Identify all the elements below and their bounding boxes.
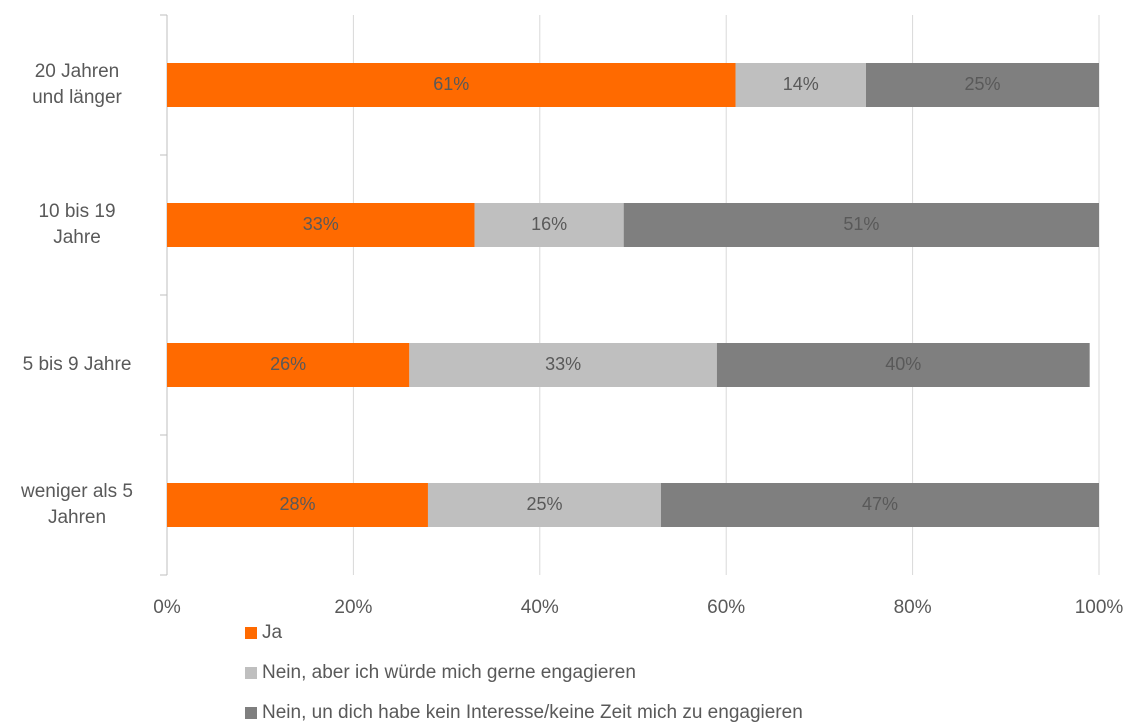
bar-segment (167, 343, 410, 387)
x-tick-label: 100% (1075, 597, 1124, 618)
legend-label: Nein, aber ich würde mich gerne engagier… (262, 662, 636, 683)
data-label: 33% (303, 214, 339, 234)
bar-segment (660, 483, 1099, 527)
data-label: 14% (783, 74, 819, 94)
data-label: 25% (526, 494, 562, 514)
x-tick-label: 0% (153, 597, 181, 618)
data-label: 40% (885, 354, 921, 374)
bar-segment (866, 63, 1099, 107)
data-label: 51% (843, 214, 879, 234)
data-label: 25% (964, 74, 1000, 94)
legend-swatch (245, 667, 257, 679)
bar-segment (167, 63, 736, 107)
legend-swatch (245, 707, 257, 719)
x-tick-label: 60% (707, 597, 745, 618)
legend-swatch (245, 627, 257, 639)
data-label: 47% (862, 494, 898, 514)
legend-label: Nein, un dich habe kein Interesse/keine … (262, 702, 803, 723)
bar-segment (409, 343, 717, 387)
x-tick-label: 40% (521, 597, 559, 618)
y-tick-label: 5 bis 9 Jahre (22, 354, 132, 375)
bar-segment (735, 63, 866, 107)
legend-label: Ja (262, 622, 283, 643)
data-label: 28% (279, 494, 315, 514)
x-tick-label: 20% (334, 597, 372, 618)
y-tick-label: 20 Jahren und länger (32, 61, 122, 108)
bar-segment (427, 483, 661, 527)
bar-segment (623, 203, 1099, 247)
data-label: 61% (433, 74, 469, 94)
data-label: 33% (545, 354, 581, 374)
bar-segment (474, 203, 624, 247)
y-tick-label: 10 bis 19 Jahre (38, 201, 116, 248)
data-label: 26% (270, 354, 306, 374)
data-label: 16% (531, 214, 567, 234)
bar-segment (167, 203, 475, 247)
y-tick-label: weniger als 5 Jahren (21, 481, 133, 528)
x-tick-label: 80% (894, 597, 932, 618)
bar-segment (167, 483, 428, 527)
bar-segment (716, 343, 1090, 387)
